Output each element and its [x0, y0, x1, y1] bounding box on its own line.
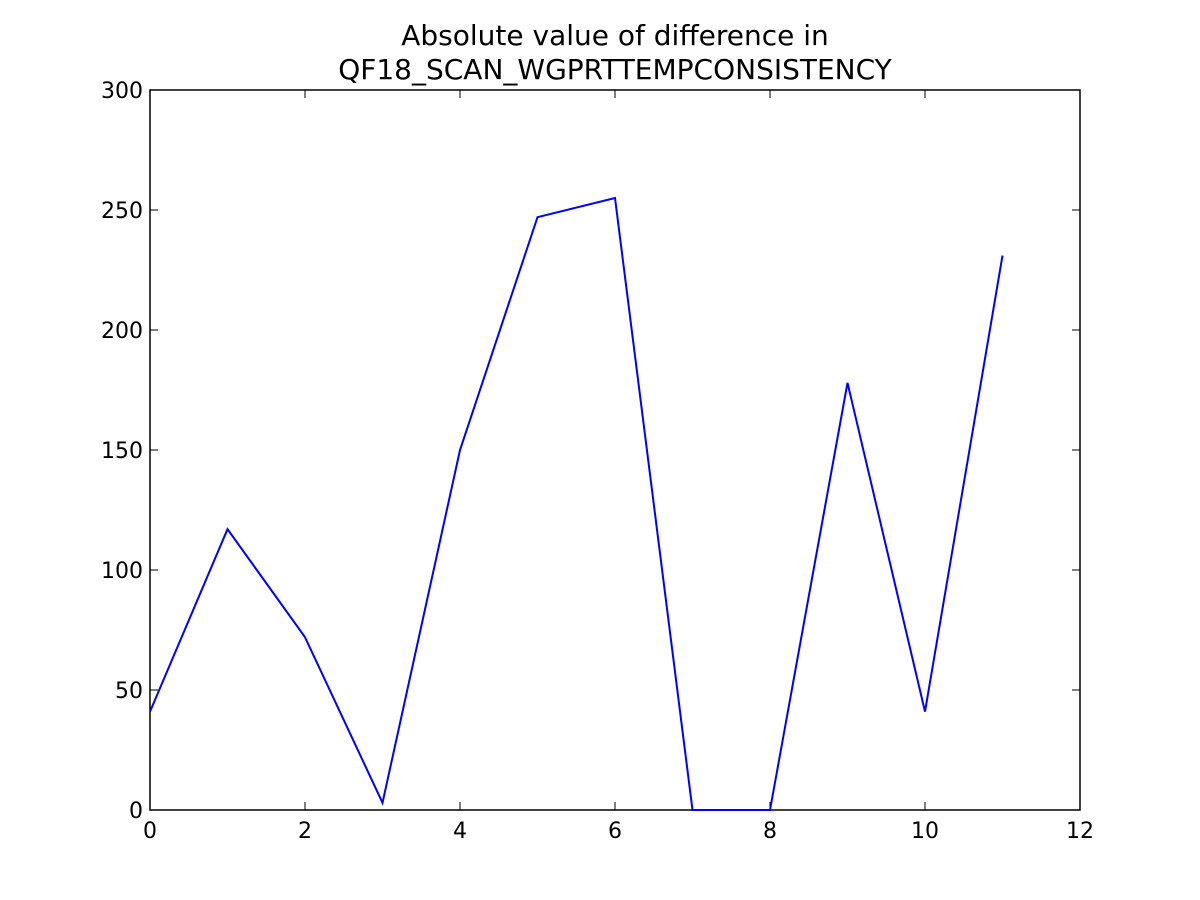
y-tick-label: 300: [101, 79, 143, 104]
x-tick-label: 0: [143, 819, 157, 844]
y-tick-label: 250: [101, 199, 143, 224]
chart-title-line-1: Absolute value of difference in: [401, 19, 829, 52]
x-tick-label: 8: [763, 819, 777, 844]
y-tick-label: 50: [115, 679, 143, 704]
axis-tick-labels: 0 2 4 6 8 10 12 0 50 100 150 200 250 300: [101, 79, 1094, 844]
y-tick-label: 0: [129, 799, 143, 824]
series-group: [149, 196, 1004, 811]
x-tick-label: 10: [911, 819, 939, 844]
series-line: [149, 196, 1004, 811]
axis-ticks: [149, 89, 1081, 811]
x-tick-label: 6: [608, 819, 622, 844]
y-tick-label: 150: [101, 439, 143, 464]
chart-title-line-2: QF18_SCAN_WGPRTTEMPCONSISTENCY: [338, 53, 892, 86]
x-tick-label: 4: [453, 819, 467, 844]
chart-title: Absolute value of difference in QF18_SCA…: [338, 19, 892, 86]
y-tick-label: 200: [101, 319, 143, 344]
y-tick-label: 100: [101, 559, 143, 584]
x-tick-label: 12: [1066, 819, 1094, 844]
x-tick-label: 2: [298, 819, 312, 844]
